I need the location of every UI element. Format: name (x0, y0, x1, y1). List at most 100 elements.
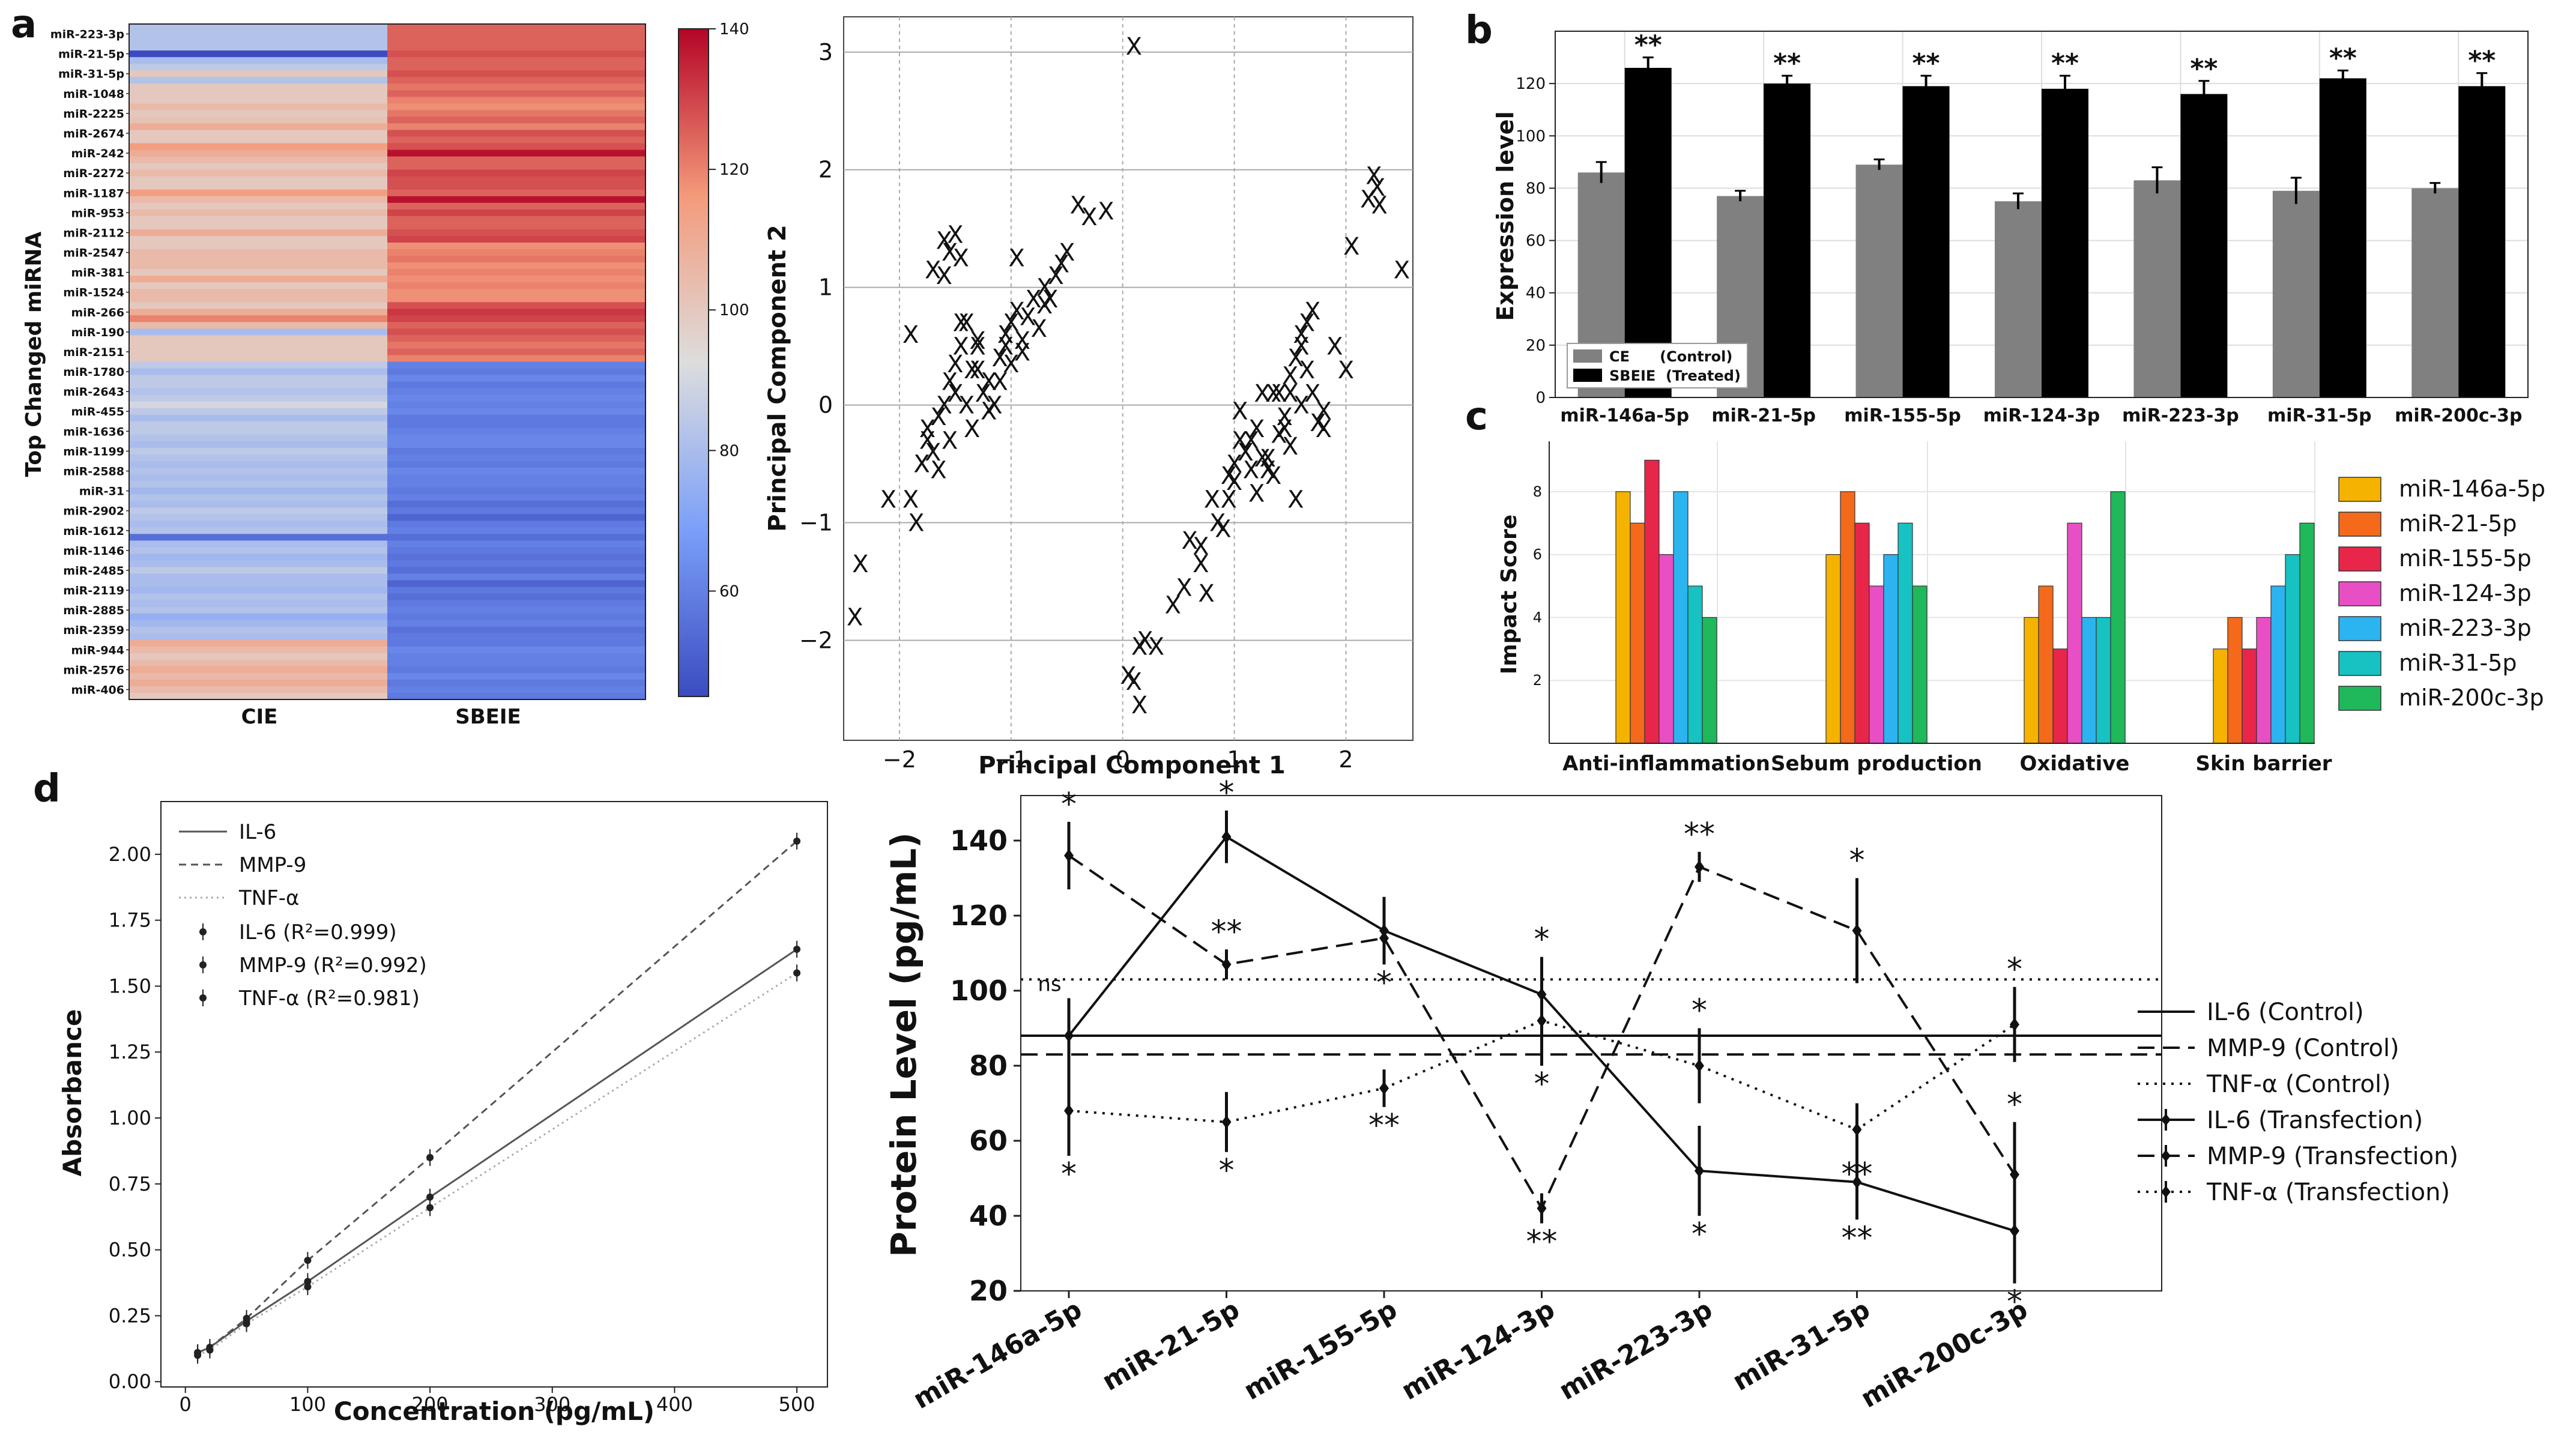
significance-mark: * (1061, 1156, 1077, 1192)
impact-legend: miR-146a-5p miR-21-5p miR-155-5p miR-124-3p… (2338, 476, 2545, 711)
heatmap-cell-cie (129, 322, 387, 329)
impact-bars: Anti-inflammation Sebum production Oxidati… (1562, 459, 2332, 776)
heatmap-row-label: miR-266 (71, 306, 125, 319)
heatmap-cell-sbeie (387, 289, 646, 296)
heatmap-cell-cie (129, 381, 387, 389)
heatmap-cell-sbeie (387, 507, 646, 515)
heatmap-row-label: miR-242 (71, 147, 125, 160)
standard-curve-lines (194, 832, 801, 1364)
heatmap-cell-cie (129, 534, 387, 541)
heatmap-cell-cie (129, 375, 387, 382)
heatmap-cell-sbeie (387, 600, 646, 608)
heatmap-cell-cie (129, 150, 387, 157)
heatmap-cell-sbeie (387, 633, 646, 641)
heatmap-cell-cie (129, 302, 387, 309)
pca-point-sbeie: X (1369, 174, 1385, 202)
pca-point-cie: X (913, 451, 930, 479)
protein-point (1695, 860, 1704, 874)
expression-ytick-label: 60 (1526, 232, 1546, 250)
expression-category-label: miR-31-5p (2267, 405, 2372, 426)
heatmap-cells (128, 23, 646, 700)
pca-point-sbeie: X (1277, 415, 1293, 443)
heatmap-cell-sbeie (387, 328, 646, 336)
significance-mark: * (1219, 1153, 1235, 1189)
heatmap-cell-cie (129, 183, 387, 190)
standard-ylabel: Absorbance (58, 1009, 87, 1177)
pca-point-sbeie: X (1304, 380, 1320, 408)
pca-point-sbeie: X (1343, 233, 1359, 261)
heatmap-cell-sbeie (387, 116, 646, 124)
pca-point-sbeie: X (1176, 574, 1192, 602)
pca-point-cie: X (1014, 327, 1030, 355)
protein-category-label: miR-223-3p (1554, 1294, 1718, 1406)
pca-point-sbeie: X (1360, 186, 1376, 214)
pca-point-cie: X (997, 333, 1014, 361)
impact-category-label: Skin barrier (2195, 752, 2332, 776)
bar-ce (2133, 180, 2181, 397)
standard-line-mmp-9 (197, 840, 798, 1354)
heatmap-cell-sbeie (387, 322, 646, 329)
heatmap-cell-sbeie (387, 540, 646, 548)
impact-legend-swatch (2338, 651, 2381, 676)
pca-point-sbeie: X (1131, 633, 1147, 660)
heatmap-cell-cie (129, 169, 387, 177)
heatmap-cell-cie (129, 163, 387, 171)
protein-legend-label: MMP-9 (Transfection) (2207, 1143, 2458, 1170)
heatmap-cell-cie (129, 659, 387, 667)
impact-legend-swatch (2338, 616, 2381, 641)
heatmap-cell-sbeie (387, 235, 646, 243)
standard-legend-marker (199, 928, 207, 935)
heatmap-row-label: miR-1612 (63, 525, 124, 538)
expression-category-label: miR-146a-5p (1560, 405, 1689, 426)
standard-curve-legend: IL-6 MMP-9 TNF-α IL-6 (R²=0.999) MMP-9 (R²=0… (179, 820, 427, 1010)
heatmap-cell-sbeie (387, 143, 646, 151)
expression-ytick-label: 0 (1535, 389, 1546, 407)
heatmap-row-label: miR-2485 (63, 564, 124, 578)
significance-mark: ** (1842, 1156, 1873, 1192)
heatmap-cell-sbeie (387, 481, 646, 488)
pca-point-cie: X (936, 392, 952, 420)
pca-point-cie: X (1036, 292, 1053, 319)
heatmap-cell-cie (129, 242, 387, 250)
heatmap-cell-sbeie (387, 70, 646, 77)
heatmap-row-label: miR-2112 (63, 226, 124, 240)
heatmap-row-label: miR-1199 (63, 445, 124, 458)
heatmap-cell-sbeie (387, 401, 646, 409)
heatmap-cell-cie (129, 136, 387, 144)
pca-point-cie: X (1020, 304, 1036, 331)
heatmap-cell-sbeie (387, 494, 646, 501)
standard-point (304, 1283, 312, 1291)
standard-line-tnf-α (197, 972, 797, 1356)
pca-point-cie: X (958, 309, 975, 337)
heatmap-cell-sbeie (387, 276, 646, 283)
heatmap-cell-sbeie (387, 196, 646, 204)
standard-point (793, 969, 801, 977)
panel-letter-a: a (11, 2, 37, 47)
pca-point-cie: X (880, 486, 896, 513)
pca-point-cie: X (969, 333, 985, 361)
pca-point-cie: X (1042, 286, 1058, 313)
protein-point (1537, 1201, 1547, 1215)
heatmap-cell-cie (129, 222, 387, 230)
pca-point-sbeie: X (1271, 421, 1287, 449)
protein-legend-label: IL-6 (Control) (2207, 998, 2364, 1026)
impact-bar (1673, 491, 1689, 744)
heatmap-row-label: miR-1187 (63, 187, 124, 200)
heatmap-cell-sbeie (387, 355, 646, 363)
pca-ytick-label: 2 (818, 157, 833, 183)
heatmap-col-label-cie: CIE (241, 705, 278, 729)
impact-ytick-label: 6 (1533, 546, 1542, 563)
bar-ce (2272, 190, 2320, 397)
heatmap-cell-cie (129, 388, 387, 396)
pca-point-sbeie: X (1371, 192, 1388, 219)
pca-point-cie: X (936, 262, 952, 290)
heatmap-cell-sbeie (387, 567, 646, 575)
pca-point-sbeie: X (1232, 397, 1248, 425)
heatmap-cell-sbeie (387, 110, 646, 118)
pca-xtick-label: 0 (1116, 746, 1130, 773)
significance-mark: * (1061, 787, 1077, 823)
heatmap-cell-cie (129, 276, 387, 283)
impact-ytick-label: 4 (1533, 609, 1542, 626)
heatmap-row-labels: miR-223-3p miR-21-5p miR-31-5p miR-1048 miR-… (50, 28, 129, 696)
